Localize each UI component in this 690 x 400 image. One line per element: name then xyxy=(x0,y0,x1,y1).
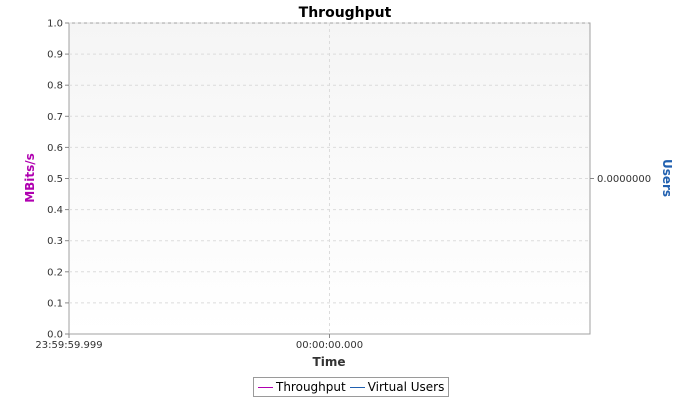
y2-axis-ticks: 0.0000000 xyxy=(590,174,651,185)
chart-title: Throughput xyxy=(299,5,392,21)
y2-tick-label: 0.0000000 xyxy=(597,174,651,185)
y-tick-label: 0.7 xyxy=(47,112,63,123)
y-tick-label: 0.2 xyxy=(47,267,63,278)
x-tick-label: 23:59:59.999 xyxy=(35,340,102,351)
legend-item-virtual-users: Virtual Users xyxy=(349,380,445,394)
legend-line-throughput xyxy=(258,386,273,388)
y-tick-label: 1.0 xyxy=(47,19,63,30)
y-tick-label: 0.8 xyxy=(47,81,63,92)
chart-legend: Throughput Virtual Users xyxy=(253,377,450,397)
x-axis-label: Time xyxy=(313,355,346,369)
y-tick-label: 0.0 xyxy=(47,330,63,341)
y-axis-label: MBits/s xyxy=(23,153,37,203)
y-tick-label: 0.3 xyxy=(47,236,63,247)
y-tick-label: 0.1 xyxy=(47,298,63,309)
x-tick-label: 00:00:00.000 xyxy=(296,340,363,351)
y-tick-label: 0.9 xyxy=(47,50,63,61)
grid-lines xyxy=(69,22,590,334)
legend-label-throughput: Throughput xyxy=(276,380,346,394)
legend-line-virtual-users xyxy=(349,386,365,388)
legend-label-virtual-users: Virtual Users xyxy=(367,380,445,394)
y-tick-label: 0.5 xyxy=(47,174,63,185)
y-tick-label: 0.4 xyxy=(47,205,63,216)
legend-item-throughput: Throughput xyxy=(258,380,346,394)
y2-axis-label: Users xyxy=(660,159,674,197)
y-axis-ticks: 0.0 0.1 0.2 0.3 0.4 0.5 0.6 0.7 0.8 0.9 1.0 xyxy=(47,19,69,341)
x-axis-ticks: 23:59:59.999 00:00:00.000 xyxy=(35,334,363,351)
y-tick-label: 0.6 xyxy=(47,143,63,154)
